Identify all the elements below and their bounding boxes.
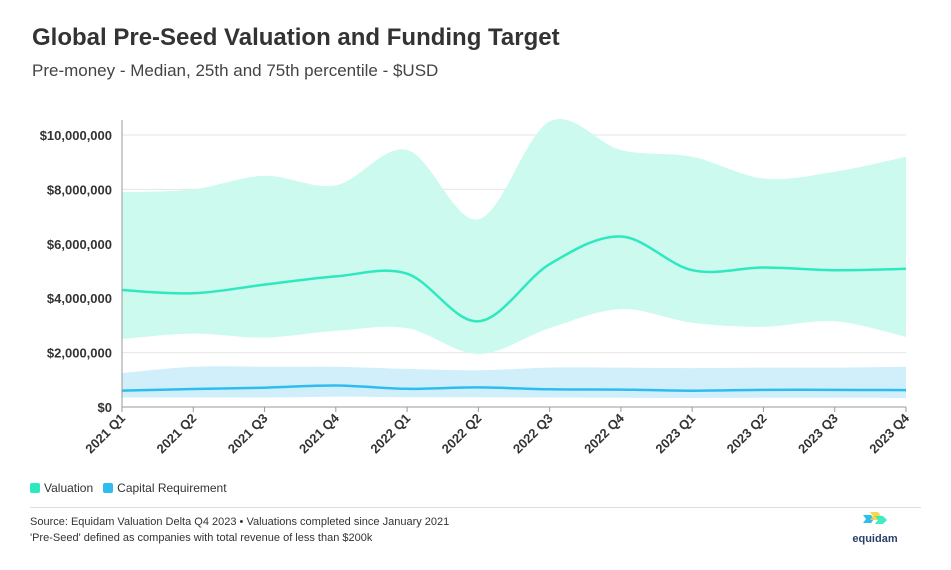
x-tick-label: 2022 Q3 [510, 411, 556, 457]
x-tick-label: 2023 Q2 [724, 411, 770, 457]
x-tick-label: 2023 Q1 [652, 411, 698, 457]
x-tick-label: 2023 Q4 [866, 410, 912, 456]
y-tick-label: $8,000,000 [47, 182, 112, 197]
y-tick-label: $6,000,000 [47, 237, 112, 252]
source-note: Source: Equidam Valuation Delta Q4 2023 … [30, 516, 450, 528]
legend-label-capital-requirement: Capital Requirement [117, 481, 227, 495]
band-valuation [122, 119, 906, 355]
median-line-capital-requirement [121, 384, 907, 392]
y-tick-label: $4,000,000 [47, 291, 112, 306]
chart-legend: Valuation Capital Requirement [30, 481, 227, 495]
legend-item-valuation[interactable]: Valuation [30, 481, 93, 495]
median-line-valuation [121, 235, 907, 323]
chart-subtitle: Pre-money - Median, 25th and 75th percen… [32, 61, 439, 80]
footer-divider [30, 507, 921, 508]
x-tick-label: 2023 Q3 [795, 411, 841, 457]
x-tick-label: 2022 Q2 [439, 411, 485, 457]
chart-title: Global Pre-Seed Valuation and Funding Ta… [32, 24, 560, 51]
x-tick-label: 2021 Q1 [82, 411, 128, 457]
definition-note: 'Pre-Seed' defined as companies with tot… [30, 532, 373, 544]
y-tick-label: $0 [98, 400, 112, 415]
x-tick-label: 2022 Q1 [367, 411, 413, 457]
brand-name: equidam [852, 533, 898, 545]
legend-item-capital-requirement[interactable]: Capital Requirement [103, 481, 227, 495]
y-tick-label: $2,000,000 [47, 346, 112, 361]
x-tick-label: 2022 Q4 [581, 410, 627, 456]
x-tick-label: 2021 Q2 [154, 411, 200, 457]
y-tick-label: $10,000,000 [40, 128, 112, 143]
x-tick-label: 2021 Q4 [296, 410, 342, 456]
x-tick-label: 2021 Q3 [225, 411, 271, 457]
legend-swatch-capital-requirement [103, 483, 114, 493]
legend-swatch-valuation [30, 483, 40, 493]
equidam-logo-icon [863, 512, 887, 524]
chart-canvas: $0 $2,000,000 $4,000,000 $6,000,000 $8,000,0… [40, 119, 913, 457]
legend-label-valuation: Valuation [44, 481, 94, 495]
brand-logo: equidam [847, 512, 903, 545]
band-capital-requirement [122, 366, 906, 399]
